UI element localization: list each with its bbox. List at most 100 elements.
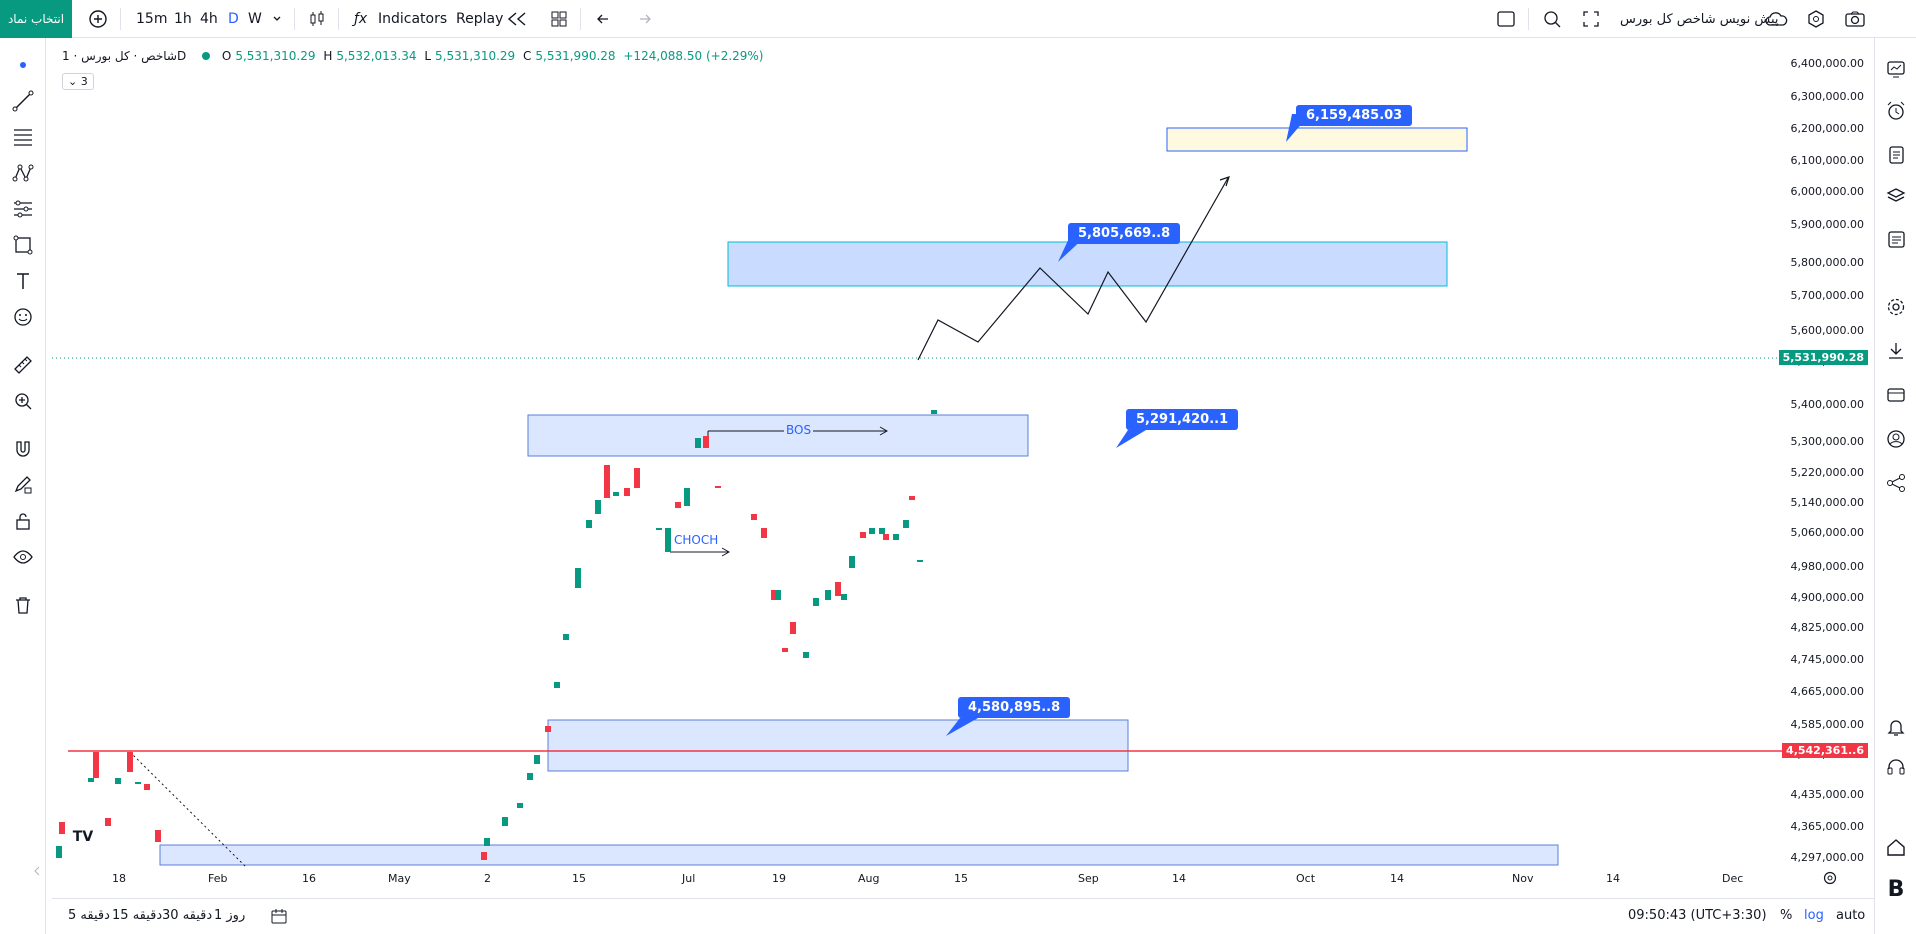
fib-retracement-icon[interactable] [10, 124, 36, 150]
price-callout-3[interactable]: 5,291,420..1 [1126, 409, 1239, 430]
candlestick [517, 803, 523, 808]
headset-icon[interactable] [1883, 754, 1909, 780]
price-tick-label: 5,600,000.00 [1790, 324, 1864, 337]
bos-label[interactable]: BOS [784, 423, 814, 437]
eye-icon[interactable] [10, 544, 36, 570]
range-30-min[interactable]: 30 دقیقه [162, 908, 213, 923]
share-icon[interactable] [1883, 470, 1909, 496]
undo-icon[interactable] [596, 8, 614, 30]
candlestick [135, 782, 141, 784]
quick-search-icon[interactable] [1542, 8, 1562, 30]
ruler-icon[interactable] [10, 352, 36, 378]
b-icon[interactable]: B [1887, 876, 1905, 902]
candlestick [849, 556, 855, 568]
interval-w[interactable]: W [248, 11, 262, 27]
fullscreen-box-icon[interactable] [1496, 8, 1516, 30]
price-callout-4[interactable]: 4,580,895..8 [958, 697, 1071, 718]
bottom-bar: 5 دقیقه 15 دقیقه 30 دقیقه 1 روز 09:50:43… [52, 898, 1874, 932]
expand-icon[interactable] [1582, 8, 1600, 30]
symbol-title[interactable]: شاخص · کل بورس · 1D [62, 49, 187, 63]
candlestick [656, 528, 662, 530]
choch-label[interactable]: CHOCH [674, 533, 719, 547]
price-tick-label: 5,220,000.00 [1790, 466, 1864, 479]
calendar-list-icon[interactable] [1883, 226, 1909, 252]
candlestick [869, 528, 875, 534]
cloud-save-icon[interactable] [1764, 8, 1788, 30]
choch-arrowhead [721, 547, 731, 557]
lock-icon[interactable] [10, 508, 36, 534]
price-tick-label: 4,365,000.00 [1790, 820, 1864, 833]
compare-add-icon[interactable] [88, 8, 108, 30]
interval-d[interactable]: D [228, 11, 239, 27]
news-icon[interactable] [1883, 142, 1909, 168]
trend-line-icon[interactable] [10, 88, 36, 114]
camera-icon[interactable] [1844, 8, 1866, 30]
clock-time[interactable]: 09:50:43 (UTC+3:30) [1628, 908, 1767, 923]
axis-settings-icon[interactable] [1822, 870, 1838, 890]
date-range-icon[interactable] [270, 908, 290, 928]
download-icon[interactable] [1883, 338, 1909, 364]
open-value: 5,531,310.29 [235, 49, 316, 63]
redo-icon[interactable] [634, 8, 652, 30]
layout-grid-icon[interactable] [550, 8, 568, 30]
price-tick-label: 4,900,000.00 [1790, 591, 1864, 604]
profile-icon[interactable] [1883, 426, 1909, 452]
layers-icon[interactable] [1883, 184, 1909, 210]
text-icon[interactable] [10, 268, 36, 294]
pattern-icon[interactable] [10, 160, 36, 186]
auto-toggle[interactable]: auto [1836, 908, 1866, 923]
rectangle-icon[interactable] [10, 232, 36, 258]
tradingview-logo[interactable]: TV [70, 824, 96, 850]
magnet-icon[interactable] [10, 436, 36, 462]
watchlist-icon[interactable] [1883, 56, 1909, 82]
emoji-icon[interactable] [10, 304, 36, 330]
candlestick [595, 500, 601, 514]
candlestick [782, 648, 788, 652]
price-callout-1[interactable]: 6,159,485.03 [1296, 105, 1413, 126]
replay-icon[interactable] [506, 8, 528, 30]
range-5-min[interactable]: 5 دقیقه [68, 908, 110, 923]
settings-gear-icon[interactable] [1883, 294, 1909, 320]
time-tick-label: Oct [1296, 872, 1316, 885]
interval-15m[interactable]: 15m [136, 11, 168, 27]
chevron-down-icon[interactable] [272, 8, 282, 30]
range-15-min[interactable]: 15 دقیقه [112, 908, 163, 923]
bell-icon[interactable] [1883, 714, 1909, 740]
indicator-count: 3 [80, 75, 88, 88]
time-tick-label: Jul [682, 872, 696, 885]
indicators-collapse-chip[interactable]: ⌄ 3 [62, 73, 94, 90]
replay-button[interactable]: Replay [456, 11, 504, 27]
card-icon[interactable] [1883, 382, 1909, 408]
settings-hex-icon[interactable] [1806, 8, 1826, 30]
fx-icon[interactable]: ƒx [354, 11, 368, 27]
candlestick [56, 846, 62, 858]
prediction-icon[interactable] [10, 196, 36, 222]
home-icon[interactable] [1883, 834, 1909, 860]
candle-type-icon[interactable] [308, 8, 326, 30]
change-value: +124,088.50 (+2.29%) [623, 49, 764, 63]
price-tick-label: 4,745,000.00 [1790, 653, 1864, 666]
candlestick [893, 534, 899, 540]
price-callout-2[interactable]: 5,805,669..8 [1068, 223, 1181, 244]
price-tick-label: 6,300,000.00 [1790, 90, 1864, 103]
price-tick-label: 4,297,000.00 [1790, 851, 1864, 864]
alarm-clock-icon[interactable] [1883, 98, 1909, 124]
price-tick-label: 5,400,000.00 [1790, 398, 1864, 411]
log-toggle[interactable]: log [1804, 908, 1824, 923]
trash-icon[interactable] [10, 592, 36, 618]
zoom-in-icon[interactable] [10, 388, 36, 414]
time-tick-label: 19 [772, 872, 786, 885]
layout-title[interactable]: پیش نویس شاخص کل بورس [1620, 11, 1779, 27]
cursor-dot-icon[interactable] [10, 52, 36, 78]
collapse-arrow-icon[interactable] [30, 858, 44, 884]
time-tick-label: 2 [484, 872, 491, 885]
interval-4h[interactable]: 4h [200, 11, 218, 27]
indicators-button[interactable]: Indicators [378, 11, 448, 27]
percent-toggle[interactable]: % [1780, 908, 1793, 923]
pencil-lock-icon[interactable] [10, 472, 36, 498]
interval-1h[interactable]: 1h [174, 11, 192, 27]
candlestick [761, 528, 767, 538]
symbol-search-button[interactable]: انتخاب نماد [0, 0, 72, 38]
price-tick-label: 5,140,000.00 [1790, 496, 1864, 509]
range-1-day[interactable]: 1 روز [214, 908, 246, 923]
